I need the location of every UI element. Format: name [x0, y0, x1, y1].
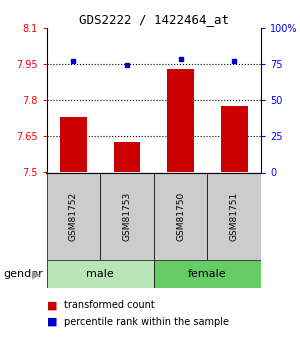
- Bar: [100, 172, 154, 260]
- Bar: [154, 172, 207, 260]
- Text: percentile rank within the sample: percentile rank within the sample: [64, 317, 230, 326]
- Bar: [154, 260, 261, 288]
- Text: ■: ■: [46, 300, 57, 310]
- Text: GSM81752: GSM81752: [69, 192, 78, 241]
- Bar: [113, 142, 140, 172]
- Text: ▶: ▶: [32, 269, 40, 279]
- Bar: [221, 106, 247, 172]
- Text: female: female: [188, 269, 227, 279]
- Bar: [60, 117, 87, 172]
- Text: male: male: [86, 269, 114, 279]
- Text: GSM81751: GSM81751: [230, 192, 239, 241]
- Title: GDS2222 / 1422464_at: GDS2222 / 1422464_at: [79, 13, 229, 27]
- Bar: [167, 69, 194, 172]
- Text: gender: gender: [3, 269, 43, 279]
- Text: transformed count: transformed count: [64, 300, 155, 310]
- Bar: [207, 172, 261, 260]
- Text: GSM81750: GSM81750: [176, 192, 185, 241]
- Text: GSM81753: GSM81753: [122, 192, 131, 241]
- Bar: [46, 260, 154, 288]
- Text: ■: ■: [46, 317, 57, 326]
- Bar: [46, 172, 100, 260]
